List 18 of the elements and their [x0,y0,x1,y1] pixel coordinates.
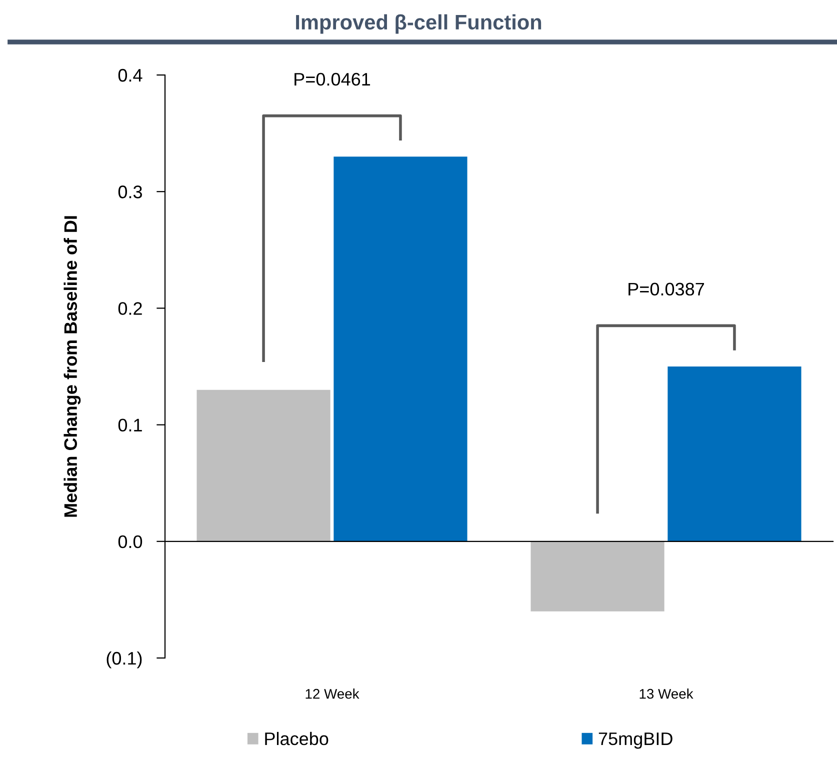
bar [334,156,468,542]
y-tick-label: 0.1 [118,418,142,432]
y-tick-label: (0.1) [106,651,142,668]
bar [668,366,802,542]
bar [530,541,664,612]
legend-label: 75mgBID [598,732,672,749]
y-tick-label: 0.4 [118,68,142,82]
legend-label: Placebo [265,732,328,746]
y-tick-label: 0.0 [118,535,142,548]
y-tick-label: 0.3 [118,186,142,198]
bar [196,390,330,542]
y-axis-title: Median Change from Baseline of DI [64,216,81,517]
y-tick-label: 0.2 [118,302,142,315]
x-tick-label: 12 Week [306,688,360,699]
annotation: P=0.0461 [294,72,370,86]
x-tick-label: 13 Week [640,688,694,699]
annotation: P=0.0387 [628,282,704,296]
chart-title: Improved β-cell Function [296,14,542,34]
